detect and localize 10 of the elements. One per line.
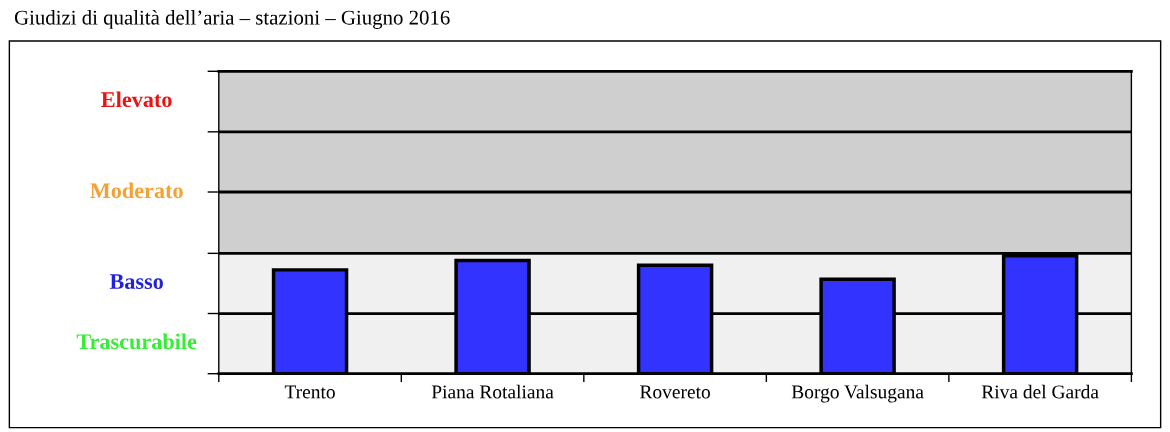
text: Elevato: [101, 91, 172, 108]
x-tick-label: Riva del Garda: [981, 384, 1099, 399]
text: Basso: [109, 274, 163, 289]
chart-title: Giudizi di qualità dell’aria – stazioni – Giugno 2016: [14, 9, 450, 29]
text: Moderato: [90, 182, 183, 199]
x-tick-label: Borgo Valsugana: [791, 384, 924, 403]
x-tick-label: Rovereto: [640, 385, 710, 399]
x-tick-label: Piana Rotaliana: [431, 384, 554, 399]
x-tick-label: Trento: [284, 385, 335, 399]
text: Trascurabile: [76, 333, 197, 350]
